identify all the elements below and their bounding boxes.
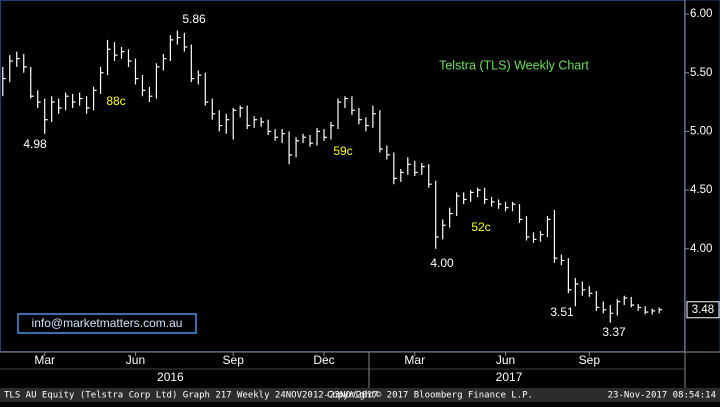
footer-bar: [0, 388, 720, 402]
annotation: 4.00: [430, 256, 454, 270]
annotation: 4.98: [23, 137, 47, 151]
last-price-label: 3.48: [692, 304, 714, 316]
y-tick-label: 4.00: [690, 243, 712, 255]
marks: [2, 30, 663, 323]
x-tick-label: Sep: [223, 353, 245, 367]
x-tick-label: Sep: [579, 353, 601, 367]
annotation: 3.37: [602, 325, 626, 339]
last-price-box: [686, 301, 720, 319]
annotation: 5.86: [182, 12, 206, 26]
footer-center: Copyright© 2017 Bloomberg Finance L.P.: [327, 391, 533, 401]
y-tick-label: 6.00: [690, 8, 712, 20]
x-tick-label: Jun: [126, 353, 145, 367]
annotation: 52c: [471, 220, 490, 234]
y-tick-label: 4.50: [690, 184, 712, 196]
chart-title: Telstra (TLS) Weekly Chart: [439, 58, 589, 72]
y-tick-label: 5.50: [690, 67, 712, 79]
footer-left: TLS AU Equity (Telstra Corp Ltd) Graph 2…: [4, 391, 378, 401]
footer-right: 23-Nov-2017 08:54:14: [608, 391, 716, 401]
x-group-label: 2017: [496, 370, 523, 384]
watermark-box: [17, 313, 197, 334]
x-tick-label: Dec: [313, 353, 334, 367]
watermark: info@marketmatters.com.au: [32, 316, 183, 330]
y-tick-label: 5.00: [690, 125, 712, 137]
y-axis-panel: [684, 0, 720, 353]
x-group-label: 2016: [157, 370, 184, 384]
annotation: 59c: [333, 144, 352, 158]
x-tick-label: Mar: [404, 353, 425, 367]
annotation: 88c: [106, 94, 125, 108]
annotation: 3.51: [550, 305, 574, 319]
x-tick-label: Mar: [34, 353, 55, 367]
x-tick-label: Jun: [496, 353, 515, 367]
